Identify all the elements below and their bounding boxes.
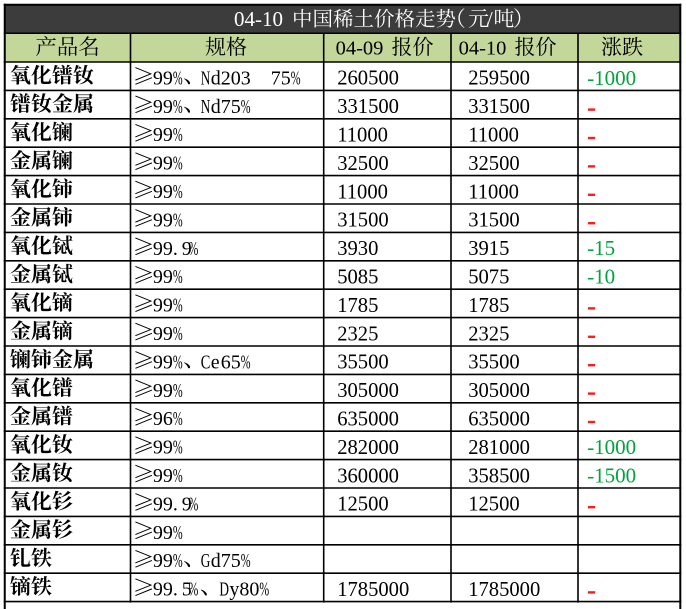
svg-text:%: %	[173, 323, 183, 345]
svg-text:96: 96	[153, 408, 173, 430]
svg-text:%: %	[259, 579, 269, 601]
svg-text:04-09: 04-09	[336, 37, 384, 59]
svg-text:%: %	[173, 181, 183, 203]
svg-text:5085: 5085	[337, 267, 378, 289]
svg-text:11000: 11000	[337, 125, 388, 147]
svg-text:%: %	[173, 96, 183, 118]
svg-text:11000: 11000	[337, 181, 388, 203]
svg-text:%: %	[291, 67, 301, 89]
svg-text:-15: -15	[587, 236, 615, 260]
svg-text:%: %	[173, 380, 183, 402]
svg-text:12500: 12500	[337, 494, 388, 516]
svg-text:d75: d75	[211, 550, 241, 572]
svg-text:99: 99	[153, 550, 173, 572]
svg-text:35500: 35500	[337, 352, 388, 374]
svg-text:32500: 32500	[337, 153, 388, 175]
svg-text:3915: 3915	[468, 238, 509, 260]
svg-text:99.5: 99.5	[153, 579, 192, 601]
svg-text:360000: 360000	[337, 465, 399, 487]
svg-text:99.9: 99.9	[153, 238, 192, 260]
svg-text:99: 99	[153, 465, 173, 487]
svg-text:12500: 12500	[468, 494, 519, 516]
svg-text:%: %	[241, 351, 251, 373]
svg-text:N: N	[201, 67, 211, 89]
svg-text:331500: 331500	[337, 96, 399, 118]
svg-text:259500: 259500	[468, 68, 530, 90]
svg-text:1785000: 1785000	[468, 579, 540, 601]
svg-text:-1000: -1000	[587, 66, 636, 90]
svg-text:04-10: 04-10	[234, 7, 283, 31]
svg-text:260500: 260500	[337, 68, 399, 90]
svg-text:281000: 281000	[468, 437, 530, 459]
svg-text:635000: 635000	[337, 409, 399, 431]
svg-text:358500: 358500	[468, 465, 530, 487]
svg-text:99: 99	[153, 522, 173, 544]
svg-text:%: %	[173, 153, 183, 175]
svg-text:1785000: 1785000	[337, 579, 409, 601]
svg-text:D: D	[219, 579, 229, 601]
svg-text:99: 99	[153, 266, 173, 288]
svg-text:%: %	[241, 96, 251, 118]
svg-text:35500: 35500	[468, 352, 519, 374]
svg-text:d203: d203	[211, 67, 251, 89]
svg-text:305000: 305000	[468, 380, 530, 402]
svg-text:99: 99	[153, 295, 173, 317]
svg-text:99: 99	[153, 323, 173, 345]
svg-text:%: %	[173, 408, 183, 430]
svg-text:%: %	[173, 522, 183, 544]
svg-text:%: %	[189, 493, 199, 515]
svg-text:305000: 305000	[337, 380, 399, 402]
svg-text:%: %	[173, 266, 183, 288]
svg-text:99: 99	[153, 437, 173, 459]
svg-text:75: 75	[271, 67, 291, 89]
svg-text:%: %	[173, 67, 183, 89]
svg-text:99: 99	[153, 96, 173, 118]
svg-text:99: 99	[153, 380, 173, 402]
svg-text:2325: 2325	[468, 323, 509, 345]
svg-text:C: C	[201, 351, 211, 373]
svg-text:331500: 331500	[468, 96, 530, 118]
svg-text:%: %	[173, 209, 183, 231]
svg-text:G: G	[201, 550, 211, 572]
svg-text:11000: 11000	[468, 125, 519, 147]
svg-text:1785: 1785	[468, 295, 509, 317]
svg-text:04-10: 04-10	[459, 37, 507, 59]
svg-text:282000: 282000	[337, 437, 399, 459]
svg-text:2325: 2325	[337, 323, 378, 345]
svg-text:e65: e65	[211, 351, 241, 373]
svg-text:%: %	[241, 550, 251, 572]
svg-text:y80: y80	[229, 579, 259, 601]
svg-text:/: /	[487, 7, 493, 31]
svg-text:-1000: -1000	[587, 435, 636, 459]
svg-text:31500: 31500	[337, 210, 388, 232]
svg-text:%: %	[189, 238, 199, 260]
svg-text:5075: 5075	[468, 267, 509, 289]
svg-text:1785: 1785	[337, 295, 378, 317]
svg-text:99: 99	[153, 351, 173, 373]
svg-text:99: 99	[153, 153, 173, 175]
svg-text:%: %	[173, 295, 183, 317]
svg-text:%: %	[189, 579, 199, 601]
svg-text:N: N	[201, 96, 211, 118]
svg-text:635000: 635000	[468, 409, 530, 431]
svg-text:%: %	[173, 437, 183, 459]
svg-text:99: 99	[153, 181, 173, 203]
svg-text:d75: d75	[211, 96, 241, 118]
svg-text:-10: -10	[587, 265, 615, 289]
svg-text:%: %	[173, 550, 183, 572]
svg-text:%: %	[173, 351, 183, 373]
svg-text:32500: 32500	[468, 153, 519, 175]
svg-text:99: 99	[153, 67, 173, 89]
svg-text:99.9: 99.9	[153, 493, 192, 515]
svg-text:3930: 3930	[337, 238, 378, 260]
svg-text:%: %	[173, 465, 183, 487]
svg-text:11000: 11000	[468, 181, 519, 203]
svg-text:99: 99	[153, 124, 173, 146]
svg-text:%: %	[173, 124, 183, 146]
svg-text:31500: 31500	[468, 210, 519, 232]
svg-text:99: 99	[153, 209, 173, 231]
svg-text:-1500: -1500	[587, 463, 636, 487]
